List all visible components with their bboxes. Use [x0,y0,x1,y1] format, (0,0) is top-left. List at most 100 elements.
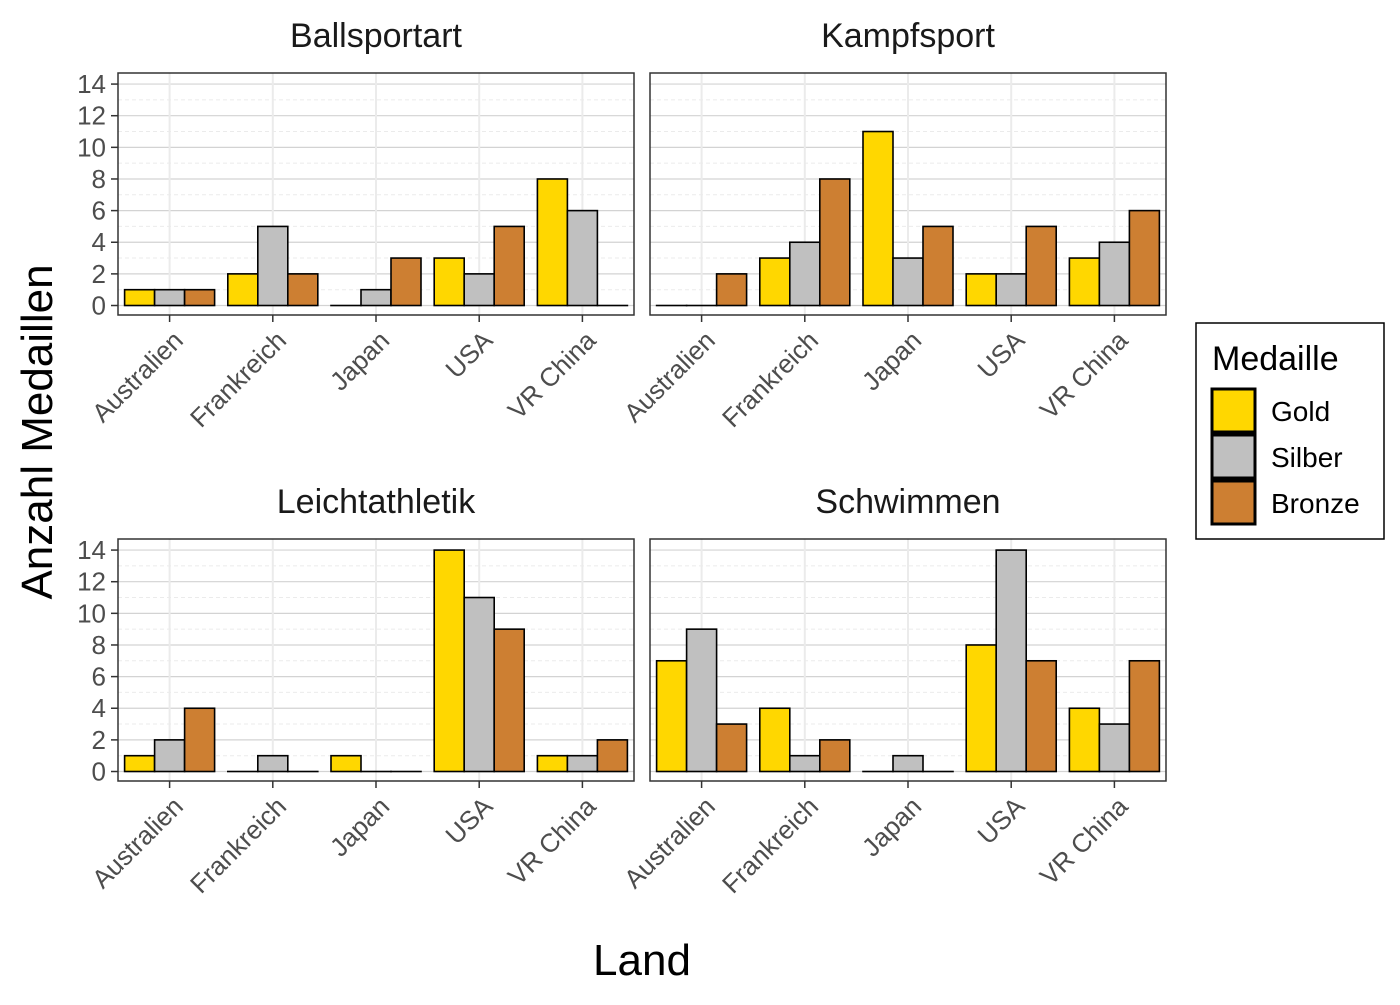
bar-gold-australien [125,290,155,306]
y-tick-label: 0 [92,757,106,787]
bar-silber-vr-china [567,756,597,772]
legend-label-bronze: Bronze [1271,488,1360,519]
bar-gold-vr-china [537,179,567,306]
bar-gold-vr-china [1069,258,1099,305]
bar-gold-frankreich [760,258,790,305]
bar-bronze-vr-china [1129,211,1159,306]
x-tick-label: VR China [1034,325,1134,425]
bar-bronze-frankreich [820,740,850,772]
legend-key-gold [1212,389,1255,432]
y-tick-label: 14 [77,535,106,565]
bar-silber-frankreich [790,756,820,772]
x-tick-label: Japan [856,791,927,862]
y-tick-label: 10 [77,132,106,162]
bar-bronze-australien [185,708,215,771]
bar-gold-usa [434,550,464,771]
bar-silber-frankreich [258,756,288,772]
y-tick-label: 2 [92,725,106,755]
facet-title: Leichtathletik [277,483,476,521]
x-tick-label: USA [439,791,498,850]
bar-bronze-japan [391,258,421,305]
bar-silber-japan [893,756,923,772]
bar-bronze-vr-china [597,740,627,772]
bar-gold-japan [331,756,361,772]
x-tick-label: USA [971,325,1030,384]
bar-gold-vr-china [537,756,567,772]
x-tick-label: USA [971,791,1030,850]
bar-gold-vr-china [1069,708,1099,771]
bar-gold-australien [125,756,155,772]
bar-gold-usa [434,258,464,305]
y-tick-label: 2 [92,259,106,289]
bar-silber-vr-china [1099,242,1129,305]
bar-bronze-japan [923,226,953,305]
legend-label-gold: Gold [1271,396,1330,427]
x-tick-label: Frankreich [184,791,292,899]
bar-gold-japan [863,132,893,306]
bar-bronze-vr-china [1129,661,1159,772]
bar-bronze-frankreich [288,274,318,306]
legend-label-silber: Silber [1271,442,1343,473]
legend: Medaille Gold Silber Bronze [1196,323,1384,539]
x-tick-label: VR China [1034,791,1134,891]
bar-silber-frankreich [258,226,288,305]
bar-gold-australien [657,661,687,772]
y-tick-label: 14 [77,69,106,99]
bar-gold-frankreich [228,274,258,306]
legend-key-bronze [1212,481,1255,524]
y-tick-label: 4 [92,227,106,257]
x-tick-label: Japan [324,791,395,862]
y-axis-title: Anzahl Medaillen [13,264,62,599]
bar-silber-usa [464,274,494,306]
x-tick-label: VR China [502,791,602,891]
bar-silber-australien [687,629,717,771]
bar-gold-frankreich [760,708,790,771]
bar-bronze-usa [1026,661,1056,772]
facet-title: Schwimmen [815,483,1000,521]
bar-bronze-australien [185,290,215,306]
y-tick-label: 6 [92,196,106,226]
bar-silber-australien [155,290,185,306]
bar-silber-frankreich [790,242,820,305]
y-tick-label: 8 [92,164,106,194]
y-tick-label: 12 [77,567,106,597]
bar-silber-usa [996,550,1026,771]
bar-bronze-australien [717,724,747,771]
x-tick-label: VR China [502,325,602,425]
y-tick-label: 4 [92,693,106,723]
x-tick-label: Australien [86,325,189,428]
facet-title: Kampfsport [821,17,995,55]
bar-silber-usa [996,274,1026,306]
bar-bronze-usa [1026,226,1056,305]
bar-bronze-australien [717,274,747,306]
bar-gold-usa [966,274,996,306]
facet-panel-ballsportart: Ballsportart02468101214AustralienFrankre… [77,17,634,433]
y-tick-label: 8 [92,630,106,660]
facet-panel-leichtathletik: Leichtathletik02468101214AustralienFrank… [77,483,634,899]
bar-bronze-frankreich [820,179,850,306]
x-tick-label: Frankreich [184,325,292,433]
bar-bronze-usa [494,226,524,305]
bar-silber-vr-china [1099,724,1129,771]
legend-key-silber [1212,435,1255,478]
x-tick-label: Australien [618,791,721,894]
bar-bronze-usa [494,629,524,771]
x-tick-label: Frankreich [716,325,824,433]
bar-silber-usa [464,598,494,772]
facet-title: Ballsportart [290,17,463,55]
x-tick-label: Japan [856,325,927,396]
legend-title: Medaille [1212,340,1339,378]
bar-gold-usa [966,645,996,772]
y-tick-label: 10 [77,598,106,628]
bar-silber-vr-china [567,211,597,306]
x-tick-label: Australien [618,325,721,428]
y-tick-label: 0 [92,291,106,321]
x-tick-label: Frankreich [716,791,824,899]
bar-silber-australien [155,740,185,772]
bar-silber-japan [893,258,923,305]
x-tick-label: Japan [324,325,395,396]
